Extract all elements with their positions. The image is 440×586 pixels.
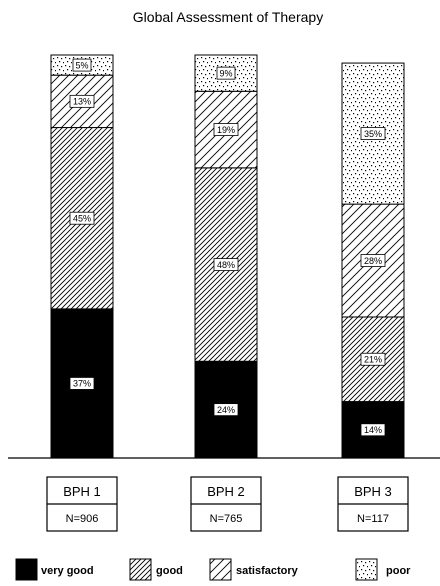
legend-swatch-satisfactory bbox=[209, 558, 232, 581]
data-label-box-bph-2-good bbox=[213, 258, 239, 271]
data-label-bph-3-satisfactory: 28% bbox=[364, 256, 382, 266]
data-label-box-bph-2-poor bbox=[216, 66, 236, 80]
category-label-bph-3: BPH 3 bbox=[354, 484, 392, 499]
data-label-box-bph-3-very-good bbox=[360, 423, 386, 437]
data-label-bph-1-very-good: 37% bbox=[73, 379, 91, 389]
data-label-bph-3-very-good: 14% bbox=[364, 425, 382, 435]
legend-item-poor: poor bbox=[355, 558, 411, 581]
legend-label-very-good: very good bbox=[41, 565, 94, 577]
legend-item-very-good: very good bbox=[15, 558, 94, 581]
category-label-bph-2: BPH 2 bbox=[207, 484, 245, 499]
category-label-bph-1: BPH 1 bbox=[63, 484, 101, 499]
legend-label-satisfactory: satisfactory bbox=[236, 565, 299, 577]
legend-swatch-very-good bbox=[15, 558, 38, 581]
data-label-box-bph-3-good bbox=[360, 352, 386, 366]
data-label-box-bph-1-satisfactory bbox=[69, 94, 95, 108]
legend: very good good satisfactory poor bbox=[15, 558, 411, 581]
data-label-box-bph-1-good bbox=[69, 211, 95, 225]
chart-title: Global Assessment of Therapy bbox=[133, 9, 323, 25]
data-label-box-bph-3-poor bbox=[360, 127, 386, 140]
data-label-box-bph-3-satisfactory bbox=[360, 254, 386, 267]
group-box-bph-3: BPH 3 N=117 bbox=[337, 476, 409, 532]
group-label-boxes: BPH 1 N=906 BPH 2 N=765 BPH 3 N=117 bbox=[46, 476, 409, 532]
legend-item-good: good bbox=[129, 558, 183, 581]
group-box-bph-1: BPH 1 N=906 bbox=[46, 476, 118, 532]
bar-group-bph-1: 37% 45% 13% 5% bbox=[50, 54, 114, 459]
sample-size-label-bph-2: N=765 bbox=[210, 513, 243, 525]
sample-size-label-bph-3: N=117 bbox=[357, 513, 389, 525]
sample-size-label-bph-1: N=906 bbox=[66, 513, 99, 525]
group-box-bph-2: BPH 2 N=765 bbox=[190, 476, 262, 532]
data-label-bph-2-very-good: 24% bbox=[217, 405, 235, 415]
data-label-bph-1-satisfactory: 13% bbox=[73, 97, 91, 107]
data-label-box-bph-2-satisfactory bbox=[213, 123, 239, 136]
data-label-box-bph-2-very-good bbox=[213, 403, 239, 417]
legend-swatch-poor bbox=[355, 558, 378, 581]
data-label-bph-3-good: 21% bbox=[364, 355, 382, 365]
legend-label-good: good bbox=[156, 565, 183, 577]
legend-label-poor: poor bbox=[386, 565, 411, 577]
data-label-box-bph-1-very-good bbox=[69, 377, 95, 390]
data-label-bph-2-good: 48% bbox=[217, 260, 235, 270]
data-label-bph-3-poor: 35% bbox=[364, 129, 382, 139]
data-label-bph-1-poor: 5% bbox=[75, 60, 88, 70]
bar-group-bph-3: 14% 21% 28% 35% bbox=[341, 62, 405, 459]
data-label-bph-2-satisfactory: 19% bbox=[217, 125, 235, 135]
legend-swatch-good bbox=[129, 558, 152, 581]
bars-layer: 37% 45% 13% 5% 24% 48% 19% 9% 14% 21% 28% 35% bbox=[50, 54, 405, 459]
bar-group-bph-2: 24% 48% 19% 9% bbox=[194, 54, 258, 459]
bar-bph-2-satisfactory bbox=[194, 90, 258, 169]
legend-item-satisfactory: satisfactory bbox=[209, 558, 299, 581]
data-label-box-bph-1-poor bbox=[72, 58, 92, 72]
data-label-bph-2-poor: 9% bbox=[219, 68, 232, 78]
data-label-bph-1-good: 45% bbox=[73, 214, 91, 224]
